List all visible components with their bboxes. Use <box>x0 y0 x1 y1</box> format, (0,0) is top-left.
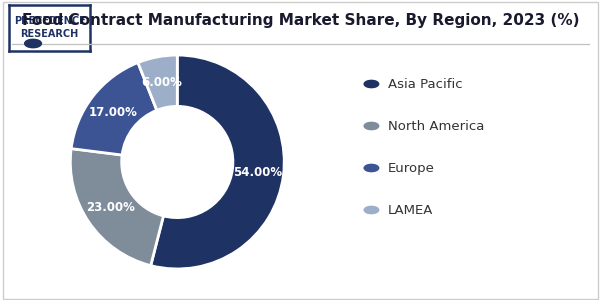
Text: 23.00%: 23.00% <box>85 201 135 214</box>
Text: 17.00%: 17.00% <box>88 106 138 119</box>
Text: Europe: Europe <box>388 161 435 175</box>
Text: LAMEA: LAMEA <box>388 203 433 217</box>
Text: North America: North America <box>388 119 484 133</box>
Text: 6.00%: 6.00% <box>142 76 183 89</box>
Wedge shape <box>138 55 177 110</box>
Text: PRECEDENCE
RESEARCH: PRECEDENCE RESEARCH <box>14 16 85 39</box>
Wedge shape <box>70 148 163 266</box>
Wedge shape <box>71 63 157 155</box>
Wedge shape <box>151 55 284 269</box>
Text: Asia Pacific: Asia Pacific <box>388 77 462 91</box>
Text: Food Contract Manufacturing Market Share, By Region, 2023 (%): Food Contract Manufacturing Market Share… <box>22 14 579 28</box>
Text: 54.00%: 54.00% <box>233 166 282 179</box>
